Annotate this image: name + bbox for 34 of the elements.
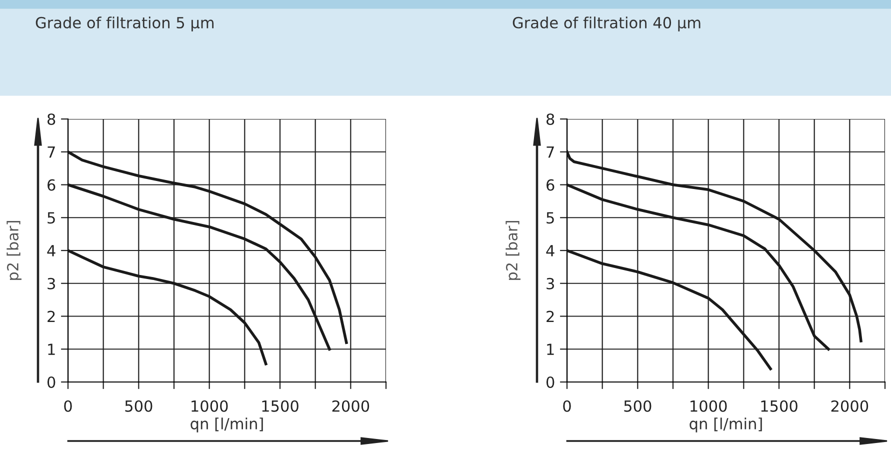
- y-tick-label: 7: [546, 146, 554, 158]
- x-tick-label: 1500: [262, 400, 298, 412]
- y-tick-label: 0: [47, 376, 56, 388]
- x-tick-label: 0: [64, 400, 72, 412]
- y-tick-label: 4: [47, 245, 56, 256]
- y-tick-label: 2: [48, 310, 55, 322]
- y-tick-label: 8: [48, 113, 56, 126]
- x-tick-label: 2000: [831, 400, 868, 412]
- x-tick-label: 1000: [690, 400, 727, 412]
- y-tick-label: 3: [546, 278, 554, 290]
- y-tick-label: 1: [48, 344, 55, 355]
- y-axis-title: p2 [bar]: [6, 221, 22, 280]
- x-tick-label: 500: [624, 400, 652, 412]
- y-axis-title: p2 [bar]: [506, 221, 520, 280]
- y-tick-label: 4: [546, 245, 554, 256]
- y-tick-label: 6: [48, 179, 56, 191]
- chart-title: Grade of filtration 5 µm: [36, 16, 214, 32]
- y-tick-label: 2: [546, 310, 554, 322]
- y-tick-label: 7: [48, 146, 55, 158]
- x-tick-label: 1000: [192, 400, 228, 412]
- y-tick-label: 3: [48, 278, 55, 290]
- chart-title: Grade of filtration 40 µm: [512, 16, 700, 32]
- x-axis-title: qn [l/min]: [190, 418, 263, 432]
- x-tick-label: 1500: [761, 400, 798, 412]
- y-tick-label: 6: [546, 179, 554, 191]
- y-tick-label: 0: [546, 376, 554, 388]
- x-tick-label: 2000: [332, 400, 370, 412]
- y-tick-label: 1: [547, 344, 554, 355]
- x-tick-label: 0: [563, 400, 571, 412]
- y-tick-label: 8: [546, 113, 554, 126]
- y-tick-label: 5: [546, 212, 554, 224]
- y-tick-label: 5: [48, 212, 55, 224]
- x-axis-title: qn [l/min]: [690, 418, 762, 432]
- x-tick-label: 500: [125, 400, 152, 412]
